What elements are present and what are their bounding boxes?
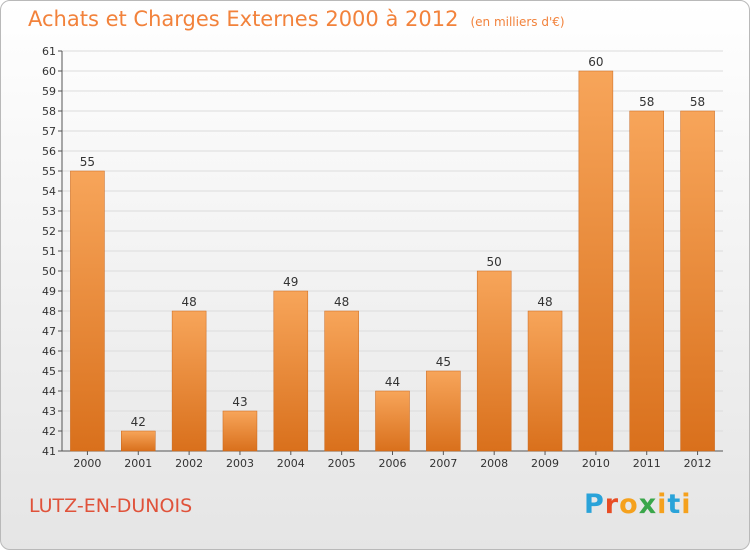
data-label-2010: 60 [588,55,603,69]
y-tick-label: 59 [42,85,56,98]
logo-letter: i [681,489,692,520]
x-tick-label-2012: 2012 [684,457,712,470]
x-tick-label-2002: 2002 [175,457,203,470]
y-tick-label: 55 [42,165,56,178]
y-tick-label: 56 [42,145,56,158]
x-tick-label-2007: 2007 [429,457,457,470]
y-tick-label: 47 [42,325,56,338]
y-tick-label: 57 [42,125,56,138]
bar-2007 [426,370,461,452]
logo-letter: i [657,489,668,520]
bar-2011 [629,110,664,452]
logo-letter: r [604,489,620,520]
y-tick-label: 50 [42,265,56,278]
x-tick-label-2010: 2010 [582,457,610,470]
y-tick-label: 61 [42,45,56,58]
y-tick-label: 43 [42,405,56,418]
x-tick-label-2004: 2004 [277,457,305,470]
y-tick-label: 51 [42,245,56,258]
x-tick-label-2008: 2008 [480,457,508,470]
bar-2004 [273,290,309,452]
bars [70,70,715,452]
x-tick-label-2000: 2000 [73,457,101,470]
data-label-2011: 58 [639,95,654,109]
data-label-2012: 58 [690,95,705,109]
bar-2008 [476,270,512,452]
y-tick-label: 54 [42,185,56,198]
bar-2000 [70,170,105,452]
y-tick-label: 49 [42,285,56,298]
y-tick-label: 44 [42,385,56,398]
x-tick-label-2003: 2003 [226,457,254,470]
y-tick-label: 58 [42,105,56,118]
logo-letter: x [638,489,658,520]
bar-2009 [527,310,563,452]
data-label-2004: 49 [283,275,298,289]
y-tick-label: 48 [42,305,56,318]
bar-2006 [375,390,410,452]
bar-2002 [171,310,207,452]
x-tick-label-2001: 2001 [124,457,152,470]
proxiti-logo[interactable]: Proxiti [584,489,692,520]
commune-name: LUTZ-EN-DUNOIS [29,495,193,517]
x-tick-label-2009: 2009 [531,457,559,470]
data-label-2001: 42 [131,415,146,429]
chart-subtitle: (en milliers d'€) [470,15,565,29]
data-label-2003: 43 [232,395,247,409]
bar-2010 [578,70,614,452]
chart-title-text: Achats et Charges Externes 2000 à 2012 [28,7,459,31]
bar-2003 [222,410,258,452]
x-tick-label-2011: 2011 [633,457,661,470]
bar-2001 [121,430,156,452]
bar-2005 [324,310,359,452]
data-label-2000: 55 [80,155,95,169]
logo-letter: P [584,489,605,520]
data-label-2009: 48 [537,295,552,309]
data-label-2002: 48 [181,295,196,309]
logo-letter: o [619,489,639,520]
data-label-2008: 50 [487,255,502,269]
x-tick-label-2006: 2006 [379,457,407,470]
data-label-2007: 45 [436,355,451,369]
data-labels: 55 42 48 43 49 48 44 45 50 48 60 58 58 [80,55,705,429]
y-tick-label: 53 [42,205,56,218]
data-label-2005: 48 [334,295,349,309]
bar-2012 [680,110,715,452]
y-tick-label: 52 [42,225,56,238]
data-label-2006: 44 [385,375,400,389]
y-tick-label: 41 [42,445,56,458]
chart-title: Achats et Charges Externes 2000 à 2012 (e… [28,7,565,31]
y-tick-label: 60 [42,65,56,78]
x-tick-label-2005: 2005 [328,457,356,470]
y-tick-label: 45 [42,365,56,378]
y-tick-label: 46 [42,345,56,358]
logo-letter: t [667,489,682,520]
y-tick-label: 42 [42,425,56,438]
